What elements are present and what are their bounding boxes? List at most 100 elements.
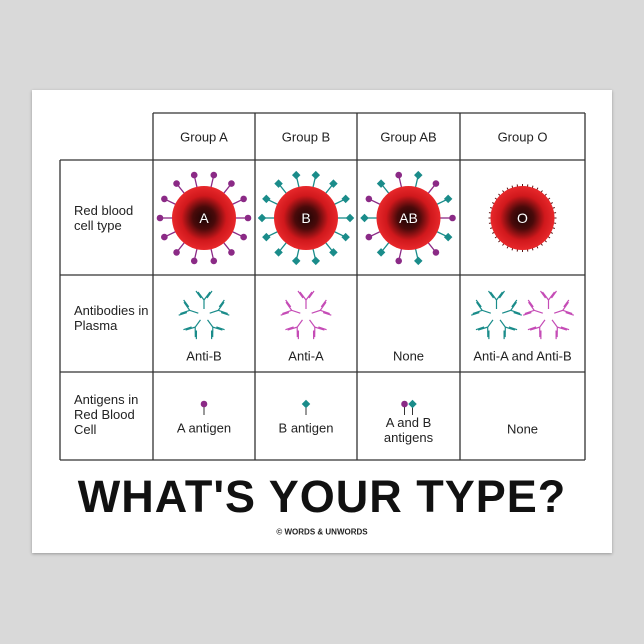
antigen-a [161, 195, 168, 203]
antigen-b [291, 256, 301, 266]
antibody [471, 299, 491, 316]
antigen-b [376, 248, 386, 257]
antibody [297, 290, 315, 309]
cell-text: None [392, 348, 425, 364]
antigen-a [190, 257, 198, 265]
cell-text: B antigen [278, 420, 334, 436]
credit: © WORDS & UNWORDS [276, 527, 368, 537]
antibody-shape [540, 290, 557, 309]
red-blood-cell [490, 186, 555, 250]
antigen-b [291, 170, 301, 180]
antibody [285, 319, 303, 340]
antibody-shape [297, 290, 315, 309]
antigen-b [408, 399, 417, 409]
antibody-shape [183, 319, 201, 340]
antibody-shape [554, 299, 574, 316]
antibody-shape [280, 299, 301, 316]
column-header: Group A [180, 129, 228, 145]
antibody [311, 299, 332, 316]
antibody [280, 299, 301, 316]
antibody [554, 299, 574, 316]
antigen-b [414, 170, 423, 180]
cell-text: Anti-A [288, 348, 324, 364]
antigen-b [414, 256, 423, 266]
antigen-b [274, 179, 283, 188]
row-label: Red blood cell type [74, 203, 134, 233]
antigen-a [365, 195, 373, 203]
antigen-a [173, 180, 180, 187]
antigen-a [228, 180, 235, 187]
antibody [527, 319, 546, 340]
antibody [523, 299, 543, 316]
antigen-b [360, 213, 369, 223]
antigen-a [244, 214, 252, 222]
antibody-shape [499, 319, 518, 340]
antibody [207, 319, 225, 340]
cell-type: B [301, 210, 310, 226]
row-label: Antibodies in Plasma [74, 303, 149, 333]
antibody-shape [178, 299, 199, 316]
cell-type: O [517, 210, 528, 226]
antigen-b [341, 194, 350, 204]
antibody-shape [475, 319, 494, 340]
antibody-shape [195, 290, 213, 309]
column-header: Group O [497, 129, 548, 145]
cell-type: AB [399, 210, 418, 226]
red-blood-cell [274, 186, 338, 250]
antibody-shape [207, 319, 225, 340]
antigen-a [365, 233, 373, 241]
antigen-a [228, 249, 235, 256]
antibody [209, 299, 230, 316]
antigen-a [156, 214, 164, 222]
antibody-shape [311, 299, 332, 316]
antigen-b [262, 232, 271, 242]
antibody-shape [523, 299, 543, 316]
antibody [309, 319, 327, 340]
antigen-b [301, 399, 311, 409]
antibody [499, 319, 518, 340]
antibody-shape [471, 299, 491, 316]
antigen-b [341, 232, 350, 242]
poster [32, 90, 612, 553]
antibody-shape [488, 290, 505, 309]
title: WHAT'S YOUR TYPE? [77, 471, 567, 522]
antigen-b [329, 179, 338, 188]
antibody-shape [527, 319, 546, 340]
antibody [551, 319, 570, 340]
antibody-shape [551, 319, 570, 340]
cell-text: A and B antigens [383, 415, 434, 445]
antigen-b [274, 248, 283, 257]
antibody-shape [502, 299, 522, 316]
antigen-a [190, 171, 198, 179]
antigen-b [345, 213, 355, 223]
cell-text: A antigen [176, 420, 232, 436]
antigen-a [432, 180, 440, 187]
antigen-a [240, 195, 247, 203]
cell-text: None [506, 421, 539, 437]
column-header: Group B [281, 129, 331, 145]
antibody [540, 290, 557, 309]
antigen-a [395, 171, 403, 179]
antigen-a [200, 400, 208, 408]
antigen-a [432, 249, 440, 256]
row-label: Antigens in Red Blood Cell [74, 391, 139, 437]
antigen-a [240, 233, 247, 241]
antibody [502, 299, 522, 316]
antigen-b [262, 194, 271, 204]
cell-type: A [199, 210, 209, 226]
antigen-b [443, 232, 453, 242]
antibody [195, 290, 213, 309]
antigen-a [210, 171, 218, 179]
antigen-a [173, 249, 180, 256]
antibody-shape [309, 319, 327, 340]
antigen-a [401, 400, 408, 408]
cell-text: Anti-B [186, 348, 222, 364]
red-blood-cell [376, 186, 441, 250]
red-blood-cell [172, 186, 236, 250]
antigen-a [161, 233, 168, 241]
antigen-b [311, 256, 321, 266]
antigen-a [449, 214, 456, 222]
cell-text: Anti-A and Anti-B [473, 348, 572, 364]
